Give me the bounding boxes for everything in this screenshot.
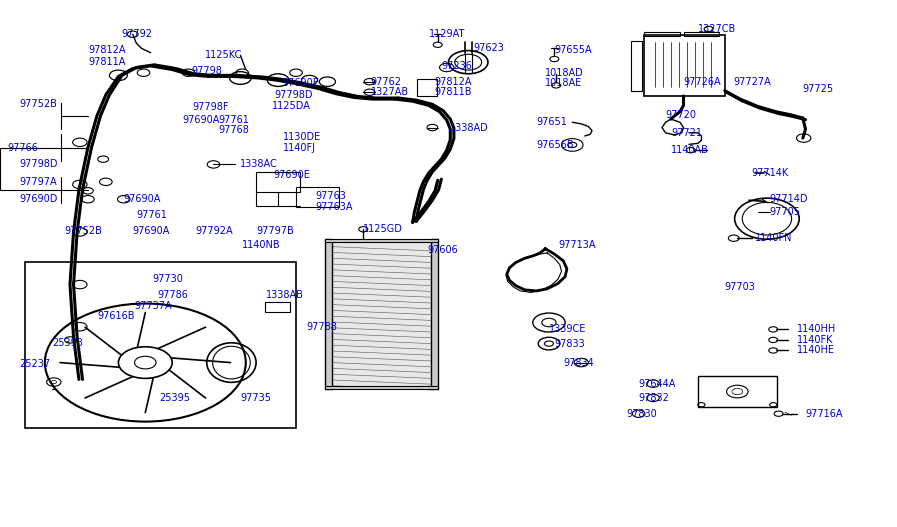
Bar — [325, 386, 438, 389]
Text: 1140HH: 1140HH — [797, 325, 836, 334]
Text: 97713A: 97713A — [558, 240, 596, 250]
Text: 1125KC: 1125KC — [205, 51, 242, 60]
Text: 97737A: 97737A — [135, 301, 172, 310]
Text: 97726A: 97726A — [684, 77, 721, 86]
Text: 97797A: 97797A — [20, 177, 57, 187]
Text: 1140HE: 1140HE — [797, 346, 834, 355]
Text: 97833: 97833 — [554, 339, 585, 348]
Text: 1338AB: 1338AB — [266, 290, 303, 300]
Text: 1130DE: 1130DE — [283, 132, 322, 142]
Text: 97792: 97792 — [121, 30, 152, 39]
Text: 1018AD: 1018AD — [545, 68, 584, 77]
Text: 97762: 97762 — [370, 77, 402, 86]
Text: 97616B: 97616B — [97, 311, 135, 321]
Text: 1129AT: 1129AT — [429, 30, 466, 39]
Text: 97788: 97788 — [307, 322, 337, 331]
Bar — [296, 187, 339, 207]
Text: 25393: 25393 — [52, 338, 83, 347]
Bar — [325, 239, 438, 242]
Text: 25395: 25395 — [160, 393, 191, 403]
Text: 97798D: 97798D — [20, 160, 58, 169]
Text: 97623: 97623 — [474, 44, 504, 53]
Text: 97798: 97798 — [191, 66, 222, 76]
Text: 97752B: 97752B — [65, 226, 102, 236]
Bar — [644, 32, 680, 36]
Text: 97703: 97703 — [725, 282, 755, 292]
Text: 97752B: 97752B — [20, 99, 57, 109]
Text: 97761: 97761 — [219, 115, 249, 124]
Text: 1338AC: 1338AC — [240, 160, 278, 169]
Text: 25237: 25237 — [20, 359, 51, 368]
Text: 97798F: 97798F — [193, 102, 230, 112]
Text: 1338AD: 1338AD — [450, 123, 489, 132]
Text: 97797B: 97797B — [257, 226, 294, 236]
Text: 97761: 97761 — [136, 210, 167, 220]
Text: 97644A: 97644A — [639, 379, 676, 388]
Text: 97655A: 97655A — [554, 45, 592, 55]
Bar — [265, 302, 290, 312]
Bar — [256, 172, 300, 192]
Text: 97690D: 97690D — [20, 194, 58, 204]
Text: 97766: 97766 — [7, 143, 38, 152]
Text: 1140AB: 1140AB — [671, 145, 709, 155]
Text: 97690A: 97690A — [124, 194, 161, 204]
Text: 1140FK: 1140FK — [797, 335, 833, 345]
Text: 1140FJ: 1140FJ — [283, 143, 317, 152]
Text: 1327AB: 1327AB — [370, 87, 409, 97]
Text: 97811A: 97811A — [88, 57, 126, 66]
Text: 97768: 97768 — [219, 125, 249, 134]
Text: 97834: 97834 — [563, 358, 594, 367]
Text: 97763A: 97763A — [316, 202, 353, 211]
Text: 1339CE: 1339CE — [549, 325, 587, 334]
Text: 1327CB: 1327CB — [698, 24, 736, 34]
Text: 97690A: 97690A — [133, 226, 170, 236]
Text: 97690E: 97690E — [283, 78, 319, 87]
Text: 97690E: 97690E — [274, 170, 310, 180]
Text: 97735: 97735 — [240, 393, 272, 403]
Text: 97714K: 97714K — [752, 168, 789, 178]
Text: 97651: 97651 — [536, 118, 567, 127]
Text: 97830: 97830 — [626, 409, 657, 418]
Text: 97690A: 97690A — [182, 115, 220, 124]
Text: 97786: 97786 — [157, 290, 187, 300]
Text: 1125DA: 1125DA — [272, 102, 310, 111]
Text: 97792A: 97792A — [196, 226, 233, 236]
Text: 1140NB: 1140NB — [242, 240, 281, 250]
Bar — [698, 376, 777, 407]
Text: 97798D: 97798D — [274, 90, 313, 100]
Text: 97730: 97730 — [152, 275, 183, 284]
Text: 97811B: 97811B — [434, 87, 472, 97]
Text: 97720: 97720 — [666, 110, 697, 120]
Text: 97705: 97705 — [770, 207, 801, 217]
Bar — [644, 35, 725, 96]
Text: 97236: 97236 — [441, 61, 472, 71]
Text: 97812A: 97812A — [434, 77, 472, 86]
Text: 97721: 97721 — [671, 128, 702, 138]
Bar — [631, 41, 642, 91]
Text: 97727A: 97727A — [734, 77, 771, 86]
Bar — [325, 239, 332, 389]
Text: 97716A: 97716A — [806, 409, 843, 418]
Text: 97606: 97606 — [427, 246, 457, 255]
Text: 97812A: 97812A — [88, 45, 126, 55]
Bar — [330, 241, 433, 387]
Text: 1018AE: 1018AE — [545, 79, 583, 88]
Text: 97763: 97763 — [316, 191, 346, 201]
Bar — [25, 262, 296, 428]
Bar — [684, 32, 719, 36]
Text: 97832: 97832 — [639, 393, 669, 403]
Bar — [417, 79, 437, 96]
Text: 97725: 97725 — [803, 84, 834, 93]
Text: 1125GD: 1125GD — [363, 225, 403, 234]
Text: 97656B: 97656B — [536, 140, 574, 150]
Text: 1140FN: 1140FN — [755, 233, 793, 243]
Text: 97714D: 97714D — [770, 194, 808, 204]
Bar — [431, 239, 438, 389]
